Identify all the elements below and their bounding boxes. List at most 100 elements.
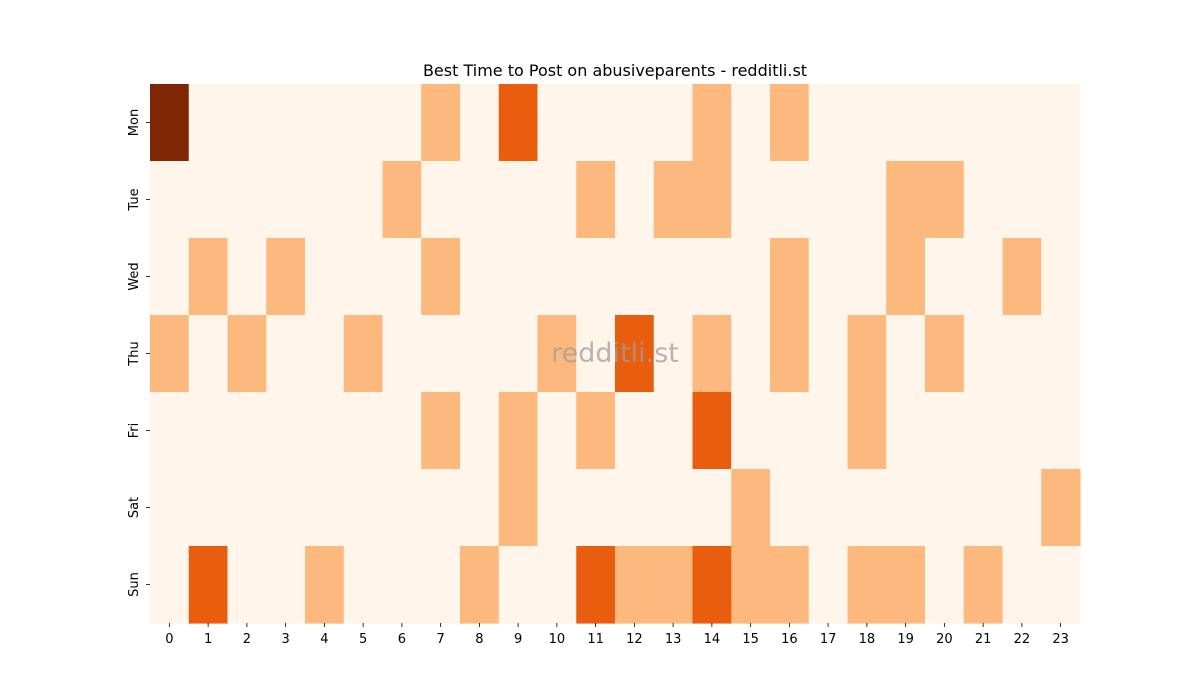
heatmap-cell-mon-6 bbox=[382, 84, 422, 162]
x-tick-label: 17 bbox=[820, 632, 837, 647]
heatmap-cell-mon-13 bbox=[653, 84, 694, 162]
heatmap-cell-fri-1 bbox=[188, 392, 229, 470]
heatmap-cell-mon-20 bbox=[925, 84, 965, 162]
y-tick-label: Mon bbox=[127, 109, 142, 136]
x-tick-label: 13 bbox=[665, 632, 682, 647]
heatmap-cell-mon-1 bbox=[188, 84, 229, 162]
heatmap-cell-mon-9 bbox=[498, 84, 539, 162]
heatmap-cell-sun-21 bbox=[963, 546, 1004, 624]
heatmap-cell-thu-21 bbox=[963, 315, 1004, 393]
heatmap-cell-fri-21 bbox=[963, 392, 1004, 470]
heatmap-cell-wed-18 bbox=[847, 238, 887, 316]
heatmap-cell-wed-4 bbox=[305, 238, 345, 316]
x-tick-label: 19 bbox=[897, 632, 914, 647]
heatmap-cell-sun-3 bbox=[266, 546, 306, 624]
heatmap-cell-wed-22 bbox=[1002, 238, 1042, 316]
y-tick-label: Sat bbox=[127, 497, 142, 518]
heatmap-cell-sat-2 bbox=[227, 469, 267, 547]
heatmap-cell-fri-5 bbox=[343, 392, 384, 470]
heatmap-cell-tue-0 bbox=[150, 161, 190, 239]
heatmap-cell-sat-23 bbox=[1041, 469, 1081, 547]
heatmap-cell-thu-2 bbox=[227, 315, 267, 393]
heatmap-cell-wed-14 bbox=[692, 238, 732, 316]
heatmap-cell-sun-4 bbox=[305, 546, 345, 624]
heatmap-cell-thu-8 bbox=[460, 315, 500, 393]
y-tick-label: Fri bbox=[127, 423, 142, 439]
watermark-text: redditli.st bbox=[551, 338, 679, 369]
heatmap-cell-thu-0 bbox=[150, 315, 190, 393]
heatmap-cell-mon-11 bbox=[576, 84, 616, 162]
heatmap-cell-thu-3 bbox=[266, 315, 306, 393]
x-tick-label: 2 bbox=[243, 632, 251, 647]
heatmap-cell-sun-8 bbox=[460, 546, 500, 624]
heatmap-cell-tue-13 bbox=[653, 161, 694, 239]
heatmap-cell-sun-15 bbox=[731, 546, 771, 624]
y-tick-label: Tue bbox=[127, 188, 142, 211]
heatmap-cell-wed-3 bbox=[266, 238, 306, 316]
heatmap-cell-sat-5 bbox=[343, 469, 384, 547]
y-tick-label: Thu bbox=[127, 341, 142, 366]
heatmap-cell-thu-10 bbox=[537, 315, 577, 393]
heatmap-cell-wed-1 bbox=[188, 238, 229, 316]
x-axis-ticks: 0 1 2 3 4 5 6 7 8 9 10 11 12 13 14 15 16 17 18 19 20 21 22 23 bbox=[165, 623, 1069, 647]
heatmap-cells bbox=[150, 84, 1081, 624]
x-tick-label: 12 bbox=[626, 632, 643, 647]
heatmap-cell-tue-11 bbox=[576, 161, 616, 239]
heatmap-cell-mon-16 bbox=[770, 84, 810, 162]
heatmap-cell-sat-10 bbox=[537, 469, 577, 547]
heatmap-cell-fri-6 bbox=[382, 392, 422, 470]
heatmap-cell-mon-22 bbox=[1002, 84, 1042, 162]
heatmap-cell-mon-21 bbox=[963, 84, 1004, 162]
x-tick-label: 11 bbox=[587, 632, 604, 647]
heatmap-cell-sat-17 bbox=[808, 469, 849, 547]
heatmap-cell-tue-3 bbox=[266, 161, 306, 239]
x-tick-label: 1 bbox=[204, 632, 212, 647]
heatmap-cell-fri-19 bbox=[886, 392, 926, 470]
heatmap-cell-wed-2 bbox=[227, 238, 267, 316]
x-tick-label: 5 bbox=[359, 632, 367, 647]
heatmap-cell-sun-12 bbox=[615, 546, 655, 624]
heatmap-cell-thu-12 bbox=[615, 315, 655, 393]
x-tick-label: 9 bbox=[514, 632, 522, 647]
heatmap-cell-fri-8 bbox=[460, 392, 500, 470]
heatmap-cell-sun-6 bbox=[382, 546, 422, 624]
heatmap-cell-fri-16 bbox=[770, 392, 810, 470]
heatmap-cell-wed-23 bbox=[1041, 238, 1081, 316]
heatmap-cell-wed-6 bbox=[382, 238, 422, 316]
heatmap-cell-mon-23 bbox=[1041, 84, 1081, 162]
x-tick-label: 7 bbox=[436, 632, 444, 647]
heatmap-cell-thu-23 bbox=[1041, 315, 1081, 393]
heatmap-cell-mon-19 bbox=[886, 84, 926, 162]
heatmap-cell-wed-17 bbox=[808, 238, 849, 316]
x-tick-label: 22 bbox=[1014, 632, 1031, 647]
heatmap-cell-tue-23 bbox=[1041, 161, 1081, 239]
heatmap-cell-sat-16 bbox=[770, 469, 810, 547]
x-tick-label: 4 bbox=[320, 632, 328, 647]
heatmap-cell-fri-22 bbox=[1002, 392, 1042, 470]
heatmap-cell-tue-5 bbox=[343, 161, 384, 239]
chart-title: Best Time to Post on abusiveparents - re… bbox=[423, 61, 807, 80]
heatmap-cell-thu-14 bbox=[692, 315, 732, 393]
x-tick-label: 10 bbox=[549, 632, 566, 647]
heatmap-cell-mon-2 bbox=[227, 84, 267, 162]
heatmap-cell-fri-13 bbox=[653, 392, 694, 470]
x-tick-label: 21 bbox=[975, 632, 992, 647]
x-tick-label: 14 bbox=[704, 632, 721, 647]
x-tick-label: 6 bbox=[398, 632, 406, 647]
heatmap-cell-sun-14 bbox=[692, 546, 732, 624]
heatmap-cell-sun-2 bbox=[227, 546, 267, 624]
heatmap-cell-mon-7 bbox=[421, 84, 461, 162]
heatmap-cell-wed-21 bbox=[963, 238, 1004, 316]
heatmap-cell-tue-16 bbox=[770, 161, 810, 239]
heatmap-cell-fri-17 bbox=[808, 392, 849, 470]
heatmap-cell-tue-21 bbox=[963, 161, 1004, 239]
heatmap-cell-mon-8 bbox=[460, 84, 500, 162]
heatmap-cell-sun-18 bbox=[847, 546, 887, 624]
heatmap-cell-sun-0 bbox=[150, 546, 190, 624]
heatmap-cell-tue-20 bbox=[925, 161, 965, 239]
heatmap-cell-sun-11 bbox=[576, 546, 616, 624]
heatmap-cell-mon-4 bbox=[305, 84, 345, 162]
heatmap-cell-wed-19 bbox=[886, 238, 926, 316]
heatmap-cell-sat-22 bbox=[1002, 469, 1042, 547]
heatmap-cell-tue-18 bbox=[847, 161, 887, 239]
